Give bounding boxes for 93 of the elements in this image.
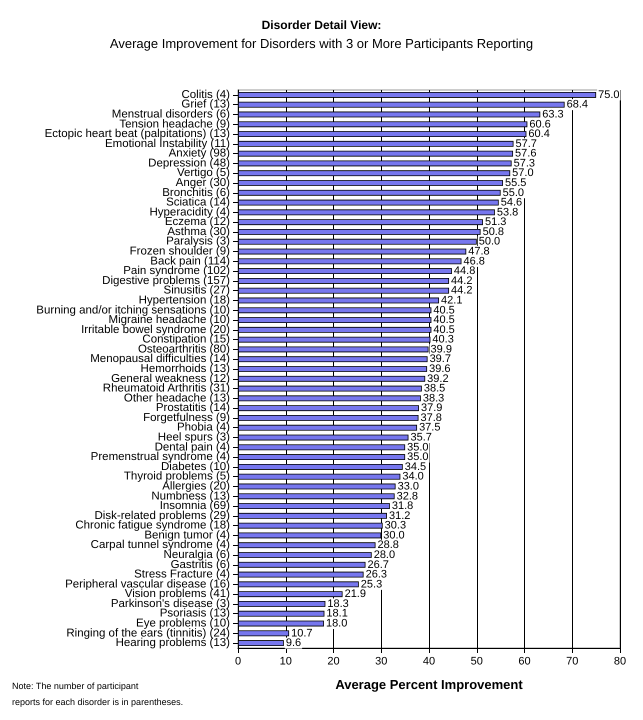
y-tick-label: Anger (30): [176, 177, 230, 189]
data-label: 57.7: [516, 138, 537, 150]
data-label: 39.7: [430, 353, 451, 366]
y-tick-label: Grief (13): [181, 98, 230, 111]
data-label: 37.5: [419, 422, 440, 434]
y-tick-label: Hemorrhoids (13): [140, 363, 230, 375]
y-tick-label: Digestive problems (157): [102, 274, 230, 287]
data-label: 68.4: [566, 98, 588, 111]
data-label: 28.0: [374, 549, 396, 561]
data-label: 40.5: [433, 314, 455, 326]
y-tick-label: Paralysis (3): [166, 236, 230, 248]
data-label: 75.0: [598, 88, 620, 101]
data-label: 44.8: [454, 265, 476, 278]
y-tick-label: Migraine headache (10): [108, 314, 230, 326]
y-tick-label: Hearing problems (13): [116, 637, 230, 650]
data-label: 38.3: [422, 392, 444, 404]
data-label: 34.0: [402, 470, 424, 483]
y-tick-label: Allergies (20): [162, 480, 230, 492]
data-label: 35.0: [407, 451, 429, 464]
data-label: 39.9: [430, 343, 452, 356]
x-tick-label: 0: [234, 656, 242, 668]
data-label: 40.5: [433, 304, 455, 316]
y-tick-label: Heel spurs (3): [158, 432, 230, 444]
y-tick-label: Eye problems (10): [136, 618, 230, 630]
data-label: 53.8: [496, 206, 518, 218]
x-tick-label: 30: [375, 656, 388, 668]
data-label: 34.5: [404, 460, 426, 473]
x-tick-label: 60: [518, 656, 531, 668]
data-label: 37.8: [420, 412, 442, 424]
y-tick-label: Neuralgia (6): [164, 549, 230, 561]
data-label: 55.0: [502, 186, 524, 199]
x-tick-label: 70: [566, 656, 578, 668]
data-label: 42.1: [441, 294, 462, 306]
data-label: 33.0: [398, 480, 419, 492]
data-label: 50.8: [482, 226, 504, 238]
y-tick-label: Constipation (15): [142, 334, 230, 346]
data-label: 26.7: [367, 558, 389, 571]
data-label: 18.0: [326, 618, 348, 630]
chart-title: Disorder Detail View:: [262, 18, 382, 32]
y-tick-label: Emotional Instability (11): [104, 138, 230, 150]
data-label: 32.8: [396, 490, 418, 502]
data-label: 40.5: [433, 324, 455, 336]
data-label: 30.0: [383, 529, 405, 542]
data-label: 63.3: [542, 108, 564, 120]
data-label: 18.1: [326, 608, 348, 620]
data-label: 60.4: [528, 128, 550, 140]
y-tick-label: Pain syndrome (102): [123, 265, 230, 278]
chart-subtitle: Average Improvement for Disorders with 3 or More Participants Reporting: [110, 36, 534, 51]
data-label: 37.9: [420, 402, 442, 414]
data-label: 57.6: [515, 148, 536, 160]
x-axis-title: Average Percent Improvement: [335, 677, 524, 692]
data-label: 39.2: [427, 372, 449, 385]
data-label: 39.6: [429, 363, 451, 375]
data-label: 10.7: [291, 627, 313, 640]
data-label: 35.0: [407, 441, 429, 454]
y-tick-label: Hypertension (18): [138, 294, 230, 306]
y-tick-label: Dental pain (4): [154, 441, 230, 454]
data-label: 51.3: [484, 216, 506, 228]
y-tick-label: Carpal tunnel syndrome (4): [90, 539, 230, 552]
x-tick-label: 80: [614, 656, 626, 668]
data-label: 31.2: [388, 510, 410, 522]
data-label: 60.6: [529, 118, 551, 130]
data-label: 55.5: [505, 177, 526, 189]
data-label: 38.5: [424, 382, 446, 395]
data-label: 31.8: [392, 500, 414, 512]
data-label: 30.3: [384, 520, 406, 532]
data-label: 50.0: [478, 236, 500, 248]
data-label: 25.3: [360, 578, 382, 590]
y-tick-label: Phobia (4): [176, 422, 230, 434]
data-label: 46.8: [463, 255, 485, 268]
text: Note: The number of participant reports for each disorder is in parentheses.: [12, 681, 184, 707]
data-label: 40.3: [432, 334, 454, 346]
x-tick-label: 10: [280, 656, 292, 668]
data-label: 26.3: [366, 568, 388, 581]
data-label: 44.2: [451, 274, 472, 287]
data-label: 9.6: [286, 637, 302, 650]
x-tick-label: 50: [470, 656, 483, 668]
y-tick-label: Gastritis (6): [170, 558, 230, 571]
data-label: 47.8: [468, 246, 490, 258]
data-label: 57.0: [512, 167, 534, 180]
data-label: 18.3: [327, 598, 349, 610]
y-tick-label: Anxiety (98): [168, 148, 230, 160]
data-label: 28.8: [378, 539, 399, 552]
data-label: 44.2: [451, 284, 472, 297]
data-label: 57.3: [514, 157, 536, 170]
data-label: 35.7: [410, 432, 432, 444]
y-tick-label: Back pain (114): [150, 255, 230, 268]
data-label: 54.6: [500, 196, 522, 209]
x-tick-label: 40: [422, 656, 436, 668]
y-tick-label: Depression (48): [148, 157, 230, 170]
data-label: 21.9: [344, 588, 366, 600]
y-tick-label: Chronic fatigue syndrome (18): [75, 520, 230, 532]
x-tick-label: 20: [327, 656, 340, 668]
